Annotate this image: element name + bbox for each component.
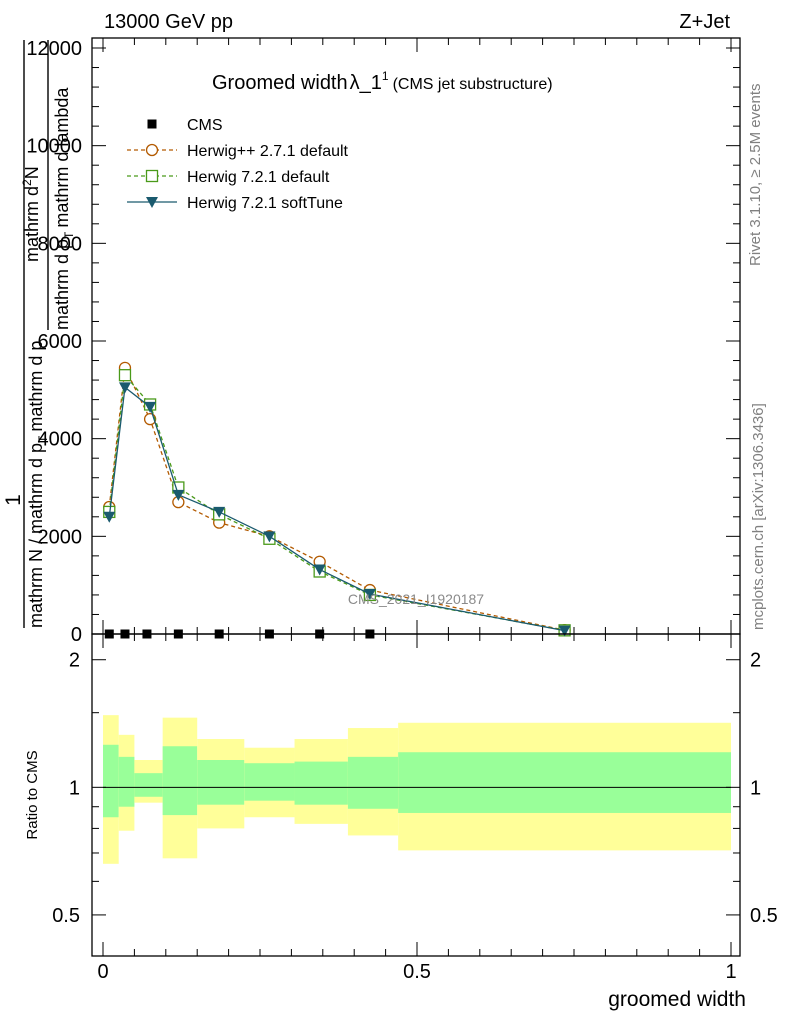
ratio-ytick-label: 1 <box>69 777 80 799</box>
main-ylabel: 1 mathrm N / mathrm d pTmathrm d p mathr… <box>2 40 76 628</box>
ylabel-one: 1 <box>2 494 25 506</box>
mcplots-label: mcplots.cern.ch [arXiv:1306.3436] <box>750 403 767 630</box>
legend-marker <box>145 169 159 183</box>
legend-label: Herwig 7.2.1 softTune <box>187 195 343 212</box>
main-ytick-label: 12000 <box>26 38 82 60</box>
analysis-watermark: CMS_2021_I1920187 <box>348 591 484 607</box>
main-panel: 0 2000 4000 6000 8000 10000 12000 <box>26 37 741 646</box>
ratio-bands <box>103 715 731 864</box>
title-main: Groomed width λ_11 (CMS jet substructure) <box>212 69 553 94</box>
ratio-frame <box>91 633 741 957</box>
ratio-band-inner <box>118 756 135 807</box>
xlabel: groomed width <box>608 988 746 1011</box>
main-ytick-label: 4000 <box>38 429 83 451</box>
main-series <box>103 361 571 639</box>
series-line-2 <box>108 373 565 631</box>
main-ytick-label: 6000 <box>38 331 83 353</box>
legend-marker <box>145 143 159 157</box>
xtick-label: 1 <box>725 961 736 983</box>
ratio-band-inner <box>103 744 119 818</box>
ylabel-numerator: mathrm d2N <box>20 166 42 262</box>
main-ytick-label: 0 <box>71 624 82 646</box>
ratio-ylabel: Ratio to CMS <box>24 750 41 839</box>
ratio-ytick-label: 0.5 <box>52 905 80 927</box>
ratio-band-inner <box>294 761 348 805</box>
series-point-3 <box>118 382 131 394</box>
legend-label: Herwig 7.2.1 default <box>187 169 330 186</box>
ylabel-denominator-2: mathrm d pTmathrm d lambda <box>52 87 76 330</box>
series-line-3 <box>108 386 565 632</box>
ratio-ytick-label-right: 0.5 <box>750 905 778 927</box>
ratio-band-inner <box>244 763 295 801</box>
series-point-3 <box>213 506 226 518</box>
series-point-3 <box>558 625 571 637</box>
ylabel-denominator-1: mathrm N / mathrm d pTmathrm d p <box>26 341 50 628</box>
legend-label: Herwig++ 2.7.1 default <box>187 143 349 160</box>
series-point-3 <box>103 511 116 523</box>
ratio-panel: 0.5 0.5 1 1 2 2 0 0.5 1 <box>52 633 778 983</box>
xtick-label: 0 <box>97 961 108 983</box>
ratio-ytick-label: 2 <box>69 650 80 672</box>
rivet-label: Rivet 3.1.10, ≥ 2.5M events <box>747 84 764 267</box>
ratio-band-inner <box>162 746 198 816</box>
ratio-ytick-label-right: 2 <box>750 650 761 672</box>
series-point-2 <box>118 369 132 382</box>
collision-label: 13000 GeV pp <box>104 11 233 33</box>
process-label: Z+Jet <box>679 11 730 33</box>
plot-title: Groomed width λ_11 (CMS jet substructure) <box>212 69 553 94</box>
series-point-3 <box>313 564 326 576</box>
ratio-band-inner <box>398 752 731 813</box>
main-axis-ticks: 0 2000 4000 6000 8000 10000 12000 <box>26 38 740 646</box>
main-ytick-label: 8000 <box>38 233 83 255</box>
series-point-3 <box>363 588 376 600</box>
series-point-3 <box>263 531 276 543</box>
legend: CMS Herwig++ 2.7.1 default Herwig 7.2.1 de… <box>127 117 349 212</box>
legend-marker <box>147 119 157 129</box>
xtick-label: 0.5 <box>403 961 431 983</box>
ratio-band-inner <box>197 760 245 805</box>
main-ytick-label: 10000 <box>26 136 82 158</box>
legend-marker <box>146 197 158 208</box>
ratio-axis-ticks: 0.5 0.5 1 1 2 2 0 0.5 1 <box>52 634 778 983</box>
series-point-3 <box>144 401 157 413</box>
main-ytick-label: 2000 <box>38 526 83 548</box>
series-point-3 <box>172 489 185 501</box>
legend-label: CMS <box>187 117 223 134</box>
ratio-band-inner <box>347 756 399 809</box>
ratio-band-inner <box>134 773 163 797</box>
ratio-ytick-label-right: 1 <box>750 777 761 799</box>
